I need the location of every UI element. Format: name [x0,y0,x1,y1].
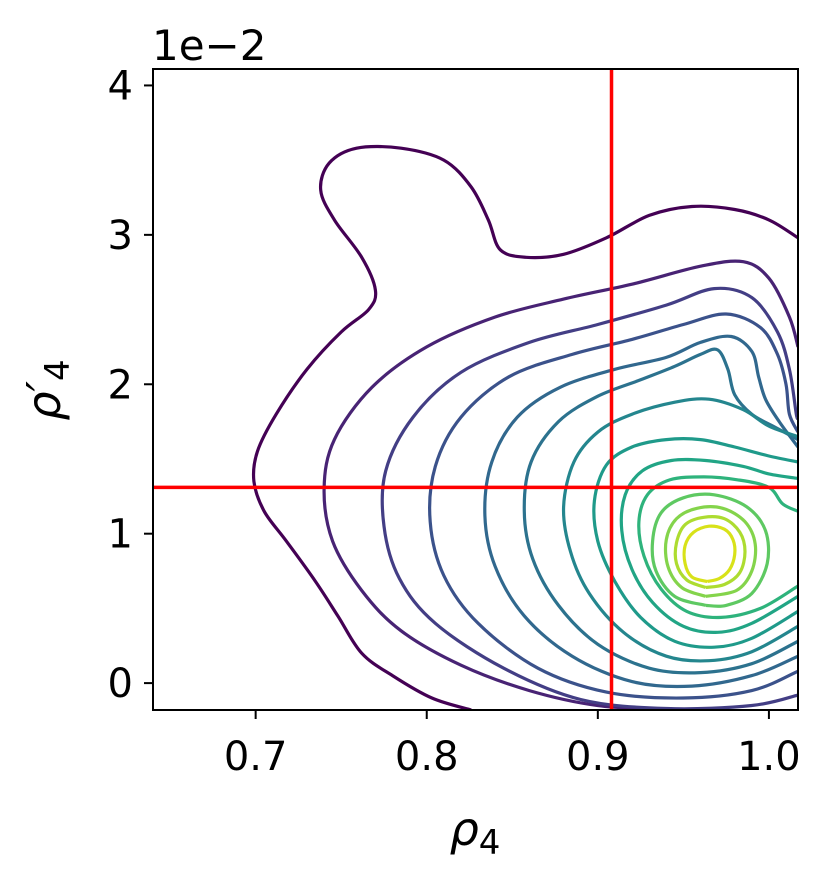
y-axis-label-symbol: ρ′ [17,380,71,420]
contour-level-7 [561,397,798,663]
y-tick-label: 1 [108,512,133,558]
contour-level-13 [673,515,747,590]
y-axis-label-subscript: 4 [38,359,78,381]
contour-level-8 [592,437,798,649]
y-tick-label: 0 [108,661,133,707]
contour-level-6 [522,347,798,675]
y-tick-label: 2 [108,362,133,408]
y-axis-ticks: 0 1 2 3 4 [108,63,153,707]
x-tick-label: 0.7 [224,734,288,780]
y-tick-label: 4 [108,63,133,109]
contour-level-12 [663,505,758,598]
contour-level-4 [428,312,798,700]
contour-level-5 [483,334,798,689]
contour-level-14 [682,524,737,584]
x-axis-label-symbol: ρ [450,802,479,856]
x-axis-ticks: 0.7 0.8 0.9 1.0 [224,710,801,780]
y-tick-label: 3 [108,213,133,259]
contour-level-2 [322,259,798,710]
contour-lines [251,144,798,710]
contour-level-9 [619,457,798,634]
offset-label: 1e−2 [152,21,266,70]
reference-lines [153,69,798,710]
contour-level-1 [251,144,798,710]
contour-level-11 [650,492,771,608]
x-tick-label: 0.9 [566,734,630,780]
y-axis-label: ρ′4 [17,359,78,420]
plot-frame [152,68,799,711]
x-axis-label-subscript: 4 [479,823,501,863]
x-tick-label: 0.8 [395,734,459,780]
contour-level-3 [380,286,798,710]
x-axis-label: ρ4 [450,802,501,863]
x-tick-label: 1.0 [737,734,801,780]
